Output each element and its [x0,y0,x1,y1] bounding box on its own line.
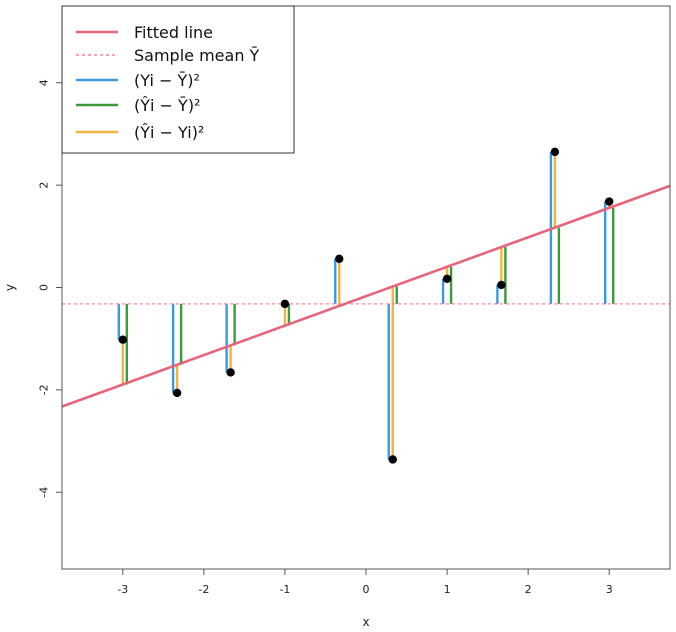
data-point [226,368,235,377]
data-point [605,197,614,206]
y-tick-label: -2 [38,384,51,395]
data-point [172,388,182,398]
y-tick-label: -4 [38,487,51,498]
x-tick-label: 3 [606,583,613,596]
data-point [280,299,290,309]
fitted-line [62,184,670,408]
data-point [335,254,344,264]
y-tick-label: 0 [38,284,51,291]
data-point [118,335,128,344]
legend-label: Fitted line [134,23,213,42]
x-tick-label: 1 [444,583,451,596]
data-point [497,280,506,290]
x-tick-label: -2 [198,583,209,596]
legend-label: (Yi − Ȳ)² [134,71,200,90]
x-tick-label: 2 [525,583,532,596]
y-axis-title: y [3,284,17,291]
x-tick-label: 0 [363,583,370,596]
data-point [442,274,452,283]
x-tick-label: -1 [279,583,290,596]
x-tick-label: -3 [117,583,128,596]
y-tick-label: 4 [38,79,51,86]
y-tick-label: 2 [38,182,51,189]
legend-label: Sample mean Ȳ [134,46,260,65]
data-point [388,455,397,464]
data-point [550,147,560,157]
x-axis-title: x [362,615,369,629]
legend-label: (Ŷi − Yi)² [134,123,204,142]
legend-label: (Ŷi − Ȳ)² [134,96,200,115]
